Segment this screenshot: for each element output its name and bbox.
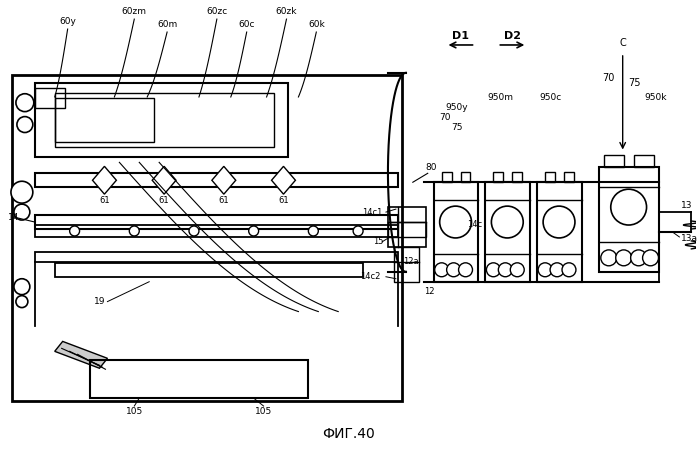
Circle shape xyxy=(538,263,552,277)
Text: 60zk: 60zk xyxy=(276,7,298,16)
Bar xyxy=(55,93,274,148)
Circle shape xyxy=(611,189,647,225)
Circle shape xyxy=(498,263,512,277)
Text: 950c: 950c xyxy=(539,93,561,102)
Bar xyxy=(55,98,154,143)
Bar xyxy=(35,83,288,157)
Circle shape xyxy=(130,226,139,236)
Circle shape xyxy=(458,263,472,277)
Circle shape xyxy=(643,250,659,266)
Text: 61: 61 xyxy=(99,196,110,205)
Bar xyxy=(388,207,426,247)
Circle shape xyxy=(14,279,30,295)
Text: 60y: 60y xyxy=(60,16,76,26)
Bar xyxy=(35,225,398,237)
Text: 60m: 60m xyxy=(157,20,177,29)
Circle shape xyxy=(353,226,363,236)
Bar xyxy=(512,172,522,182)
Circle shape xyxy=(440,206,472,238)
Circle shape xyxy=(486,263,500,277)
Bar xyxy=(55,263,363,277)
Text: 70: 70 xyxy=(439,113,450,122)
Text: 70: 70 xyxy=(603,73,615,83)
Circle shape xyxy=(248,226,258,236)
Text: 60c: 60c xyxy=(239,20,255,29)
Circle shape xyxy=(14,204,30,220)
Text: 60zm: 60zm xyxy=(122,7,147,16)
Bar xyxy=(598,167,659,272)
Text: 105: 105 xyxy=(255,407,272,415)
Bar xyxy=(461,172,470,182)
Text: 15: 15 xyxy=(374,238,384,246)
Text: 80: 80 xyxy=(426,163,438,172)
Text: 75: 75 xyxy=(451,123,462,132)
Bar xyxy=(12,75,402,401)
Text: 14c2: 14c2 xyxy=(360,272,380,281)
Bar xyxy=(388,222,426,237)
Circle shape xyxy=(616,250,631,266)
Circle shape xyxy=(17,117,33,133)
Text: 950k: 950k xyxy=(645,93,667,102)
Polygon shape xyxy=(55,341,107,368)
Bar xyxy=(35,88,64,108)
Bar xyxy=(634,155,654,167)
Bar xyxy=(564,172,574,182)
Text: ФИГ.40: ФИГ.40 xyxy=(322,427,374,441)
Polygon shape xyxy=(92,166,116,194)
Circle shape xyxy=(562,263,576,277)
Circle shape xyxy=(447,263,461,277)
Text: 13a: 13a xyxy=(681,234,699,244)
Text: D1: D1 xyxy=(452,31,469,41)
Bar xyxy=(35,215,398,229)
Bar xyxy=(545,172,555,182)
Polygon shape xyxy=(152,166,176,194)
Text: 950m: 950m xyxy=(487,93,513,102)
Text: 61: 61 xyxy=(278,196,289,205)
Bar xyxy=(442,172,452,182)
Bar xyxy=(494,172,503,182)
Circle shape xyxy=(189,226,199,236)
Circle shape xyxy=(11,181,33,203)
Text: 950y: 950y xyxy=(446,103,468,112)
Circle shape xyxy=(491,206,523,238)
Circle shape xyxy=(16,296,28,308)
Text: 61: 61 xyxy=(159,196,169,205)
Circle shape xyxy=(550,263,564,277)
Circle shape xyxy=(16,94,34,112)
Text: 14c: 14c xyxy=(468,219,482,228)
Polygon shape xyxy=(272,166,295,194)
Text: 12a: 12a xyxy=(403,257,419,266)
Text: 12: 12 xyxy=(424,287,434,296)
Bar xyxy=(485,182,530,282)
Bar xyxy=(604,155,624,167)
Bar xyxy=(90,360,309,398)
Text: 105: 105 xyxy=(126,407,143,415)
Text: 61: 61 xyxy=(218,196,229,205)
Text: 19: 19 xyxy=(94,297,105,306)
Text: 75: 75 xyxy=(629,78,641,88)
Bar xyxy=(434,182,479,282)
Text: C: C xyxy=(620,38,626,48)
Text: 13: 13 xyxy=(681,201,693,210)
Circle shape xyxy=(631,250,647,266)
Circle shape xyxy=(309,226,318,236)
Polygon shape xyxy=(212,166,236,194)
Circle shape xyxy=(543,206,575,238)
Text: 14: 14 xyxy=(8,213,20,222)
Circle shape xyxy=(601,250,617,266)
Text: 60zc: 60zc xyxy=(206,7,228,16)
Bar xyxy=(35,173,398,187)
Bar xyxy=(35,252,398,262)
Circle shape xyxy=(510,263,524,277)
Bar xyxy=(537,182,582,282)
Bar xyxy=(394,247,419,282)
Text: D2: D2 xyxy=(504,31,521,41)
Circle shape xyxy=(69,226,80,236)
Text: 60k: 60k xyxy=(308,20,325,29)
Circle shape xyxy=(435,263,449,277)
Text: 14c1: 14c1 xyxy=(363,207,383,217)
